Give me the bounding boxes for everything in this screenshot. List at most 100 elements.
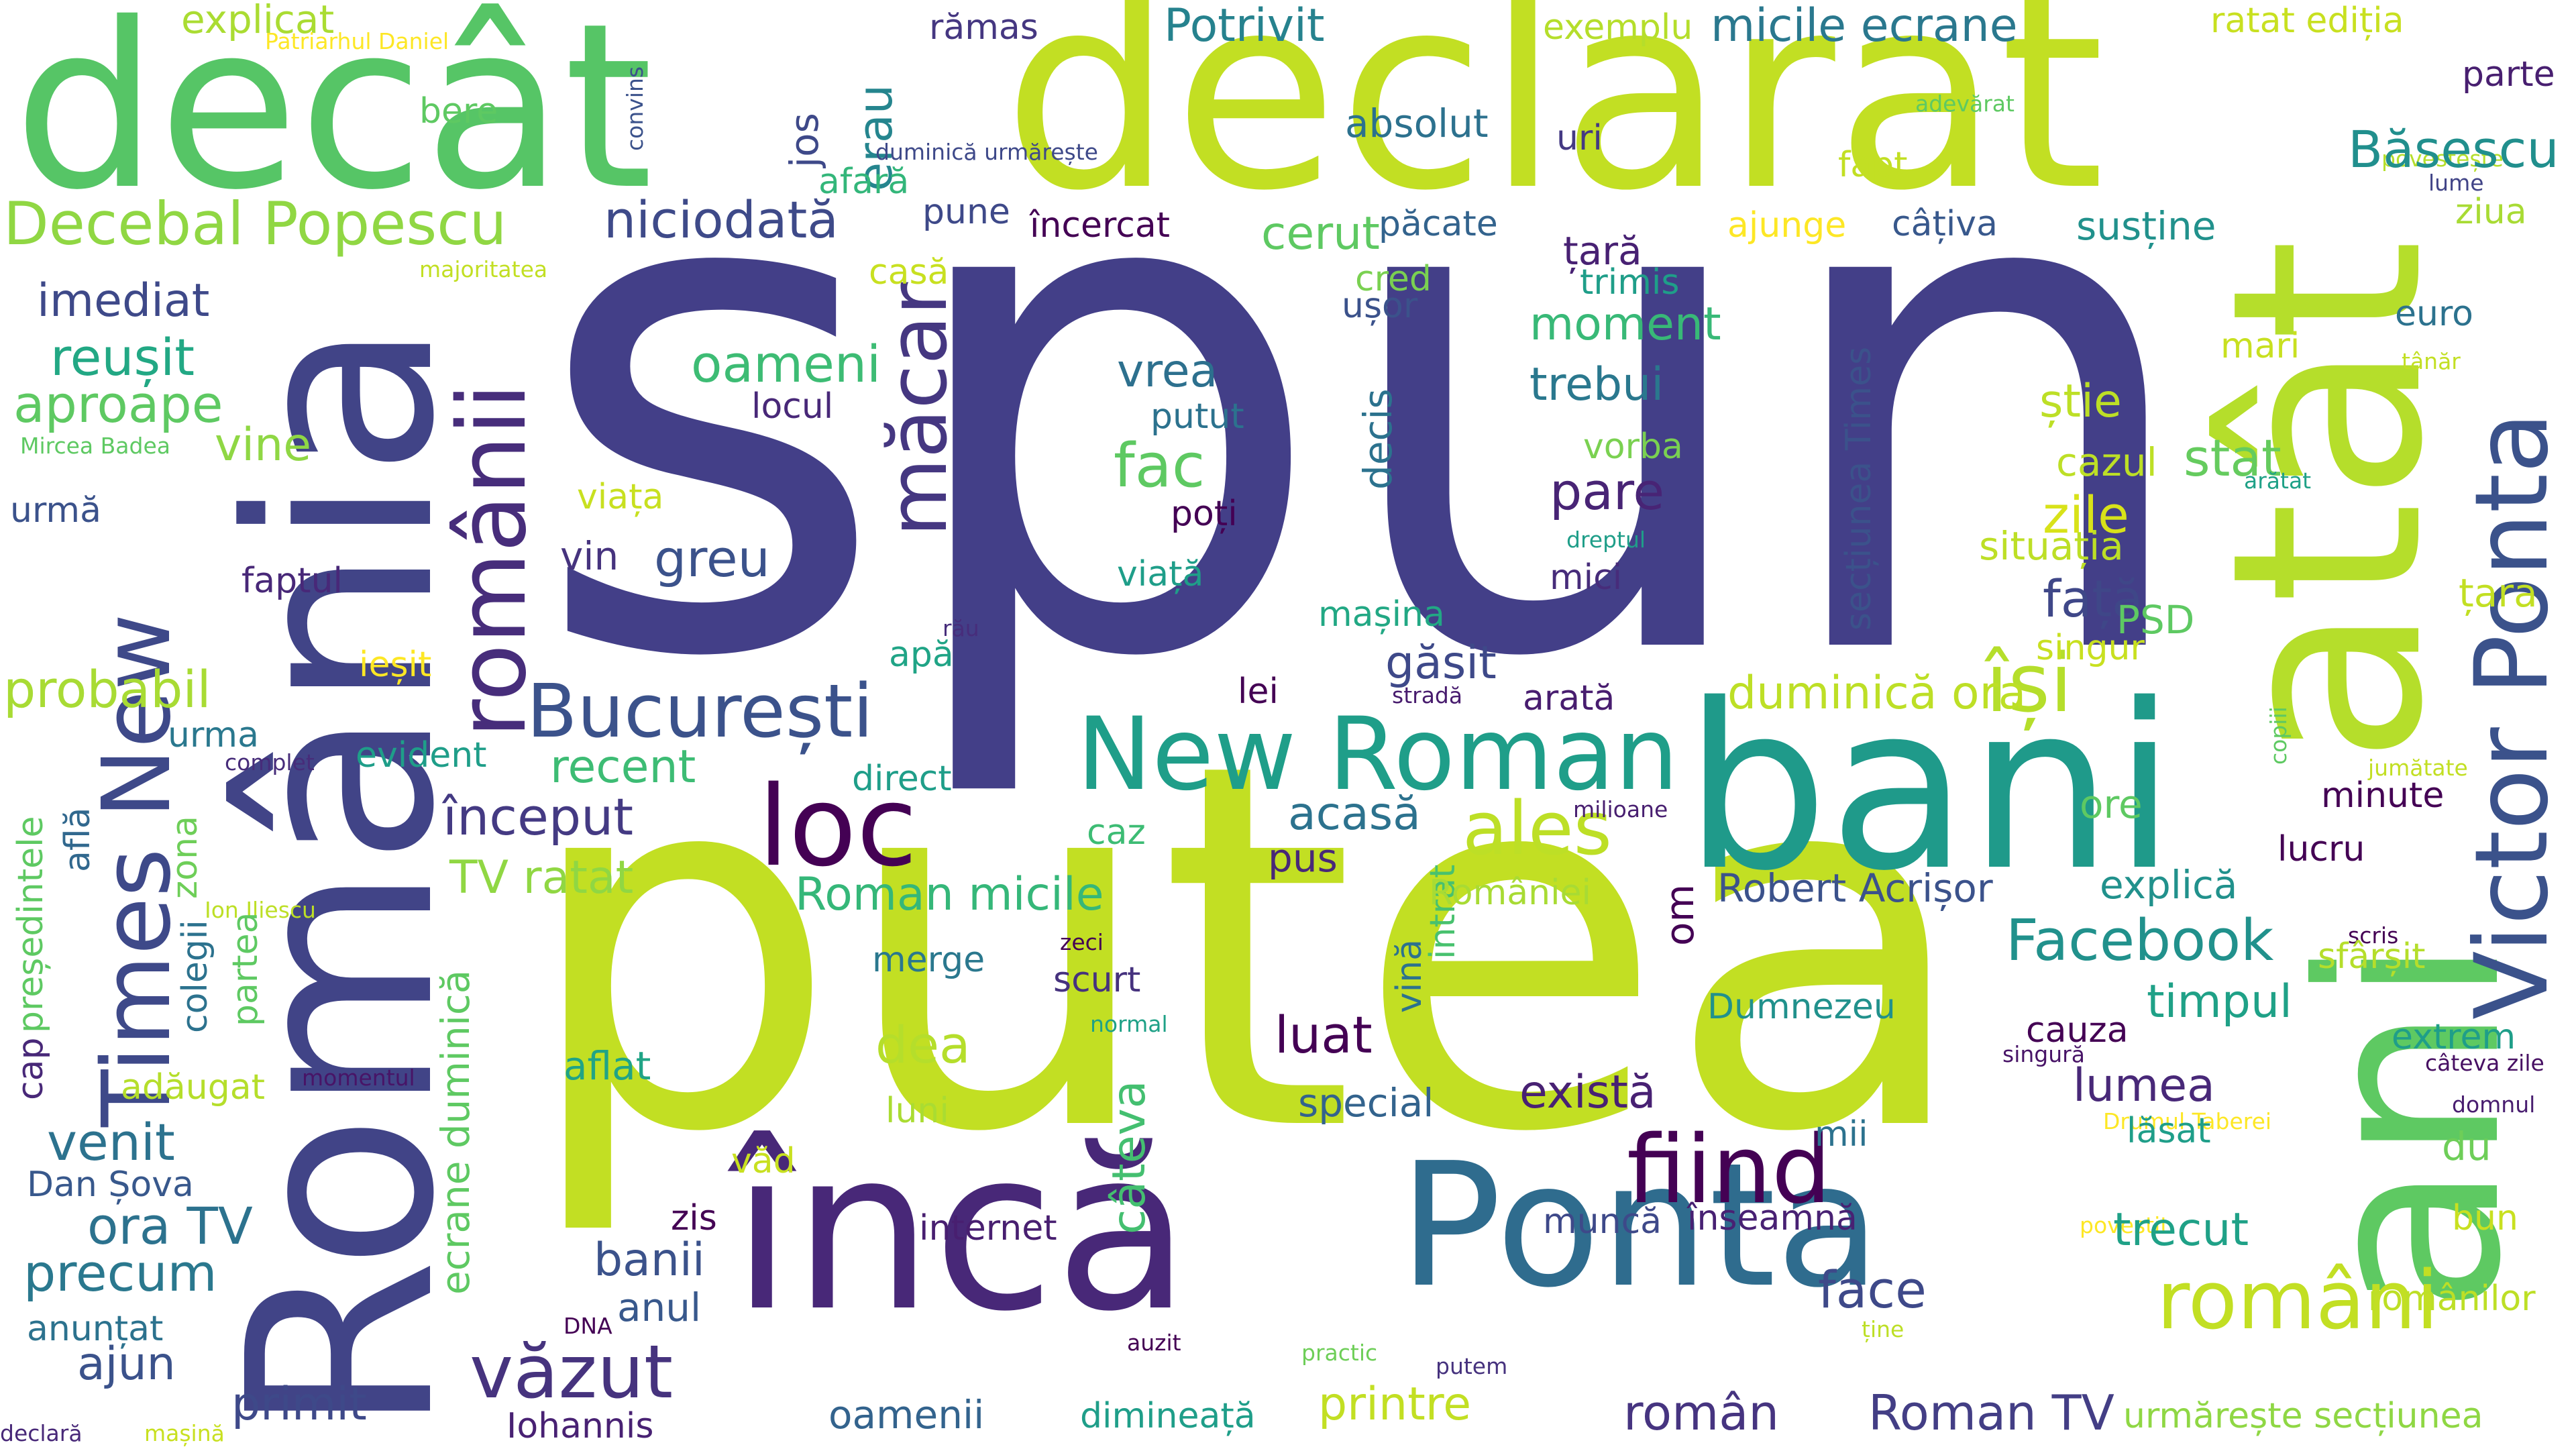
word: români <box>2157 1254 2438 1348</box>
word: normal <box>1090 1011 1168 1037</box>
word: ține <box>1862 1316 1904 1342</box>
word: niciodată <box>604 190 839 250</box>
word: exemplu <box>1543 7 1693 48</box>
word: există <box>1519 1066 1656 1119</box>
word: face <box>1818 1260 1927 1320</box>
word: pune <box>922 192 1010 232</box>
word: muncă <box>1543 1201 1662 1242</box>
word: pus <box>1268 835 1338 881</box>
word: președintele <box>11 816 51 1033</box>
word: susține <box>2076 203 2216 249</box>
word: parte <box>2462 54 2555 95</box>
word: banii <box>594 1234 705 1287</box>
word: recent <box>550 741 696 794</box>
word: pare <box>1550 462 1665 521</box>
word: scris <box>2348 922 2399 949</box>
word: bun <box>2452 1198 2518 1238</box>
word: vorba <box>1583 427 1683 467</box>
word: uri <box>1556 118 1603 158</box>
word: copiii <box>2265 706 2292 765</box>
word: Ion Iliescu <box>205 897 316 923</box>
word: afară <box>818 162 910 202</box>
word: jos <box>782 113 827 168</box>
word: țara <box>2459 570 2538 616</box>
word: dea <box>875 1015 971 1075</box>
word: povestește <box>2381 146 2504 172</box>
word: urmă <box>10 490 101 531</box>
word: vine <box>215 419 312 472</box>
word: ușor <box>1342 286 1418 326</box>
word: primit <box>231 1378 367 1431</box>
word: Decebal Popescu <box>3 189 507 258</box>
word: auzit <box>1127 1330 1181 1356</box>
word: dimineață <box>1080 1396 1256 1436</box>
word: internet <box>919 1208 1057 1248</box>
word: Potrivit <box>1164 0 1325 52</box>
word: ecrane duminică <box>433 969 478 1295</box>
word: Victor Ponta <box>2454 411 2571 1020</box>
word: timpul <box>2147 975 2292 1028</box>
word: adevărat <box>1915 91 2015 117</box>
word: aproape <box>13 374 223 434</box>
word: decât <box>13 0 653 240</box>
word: putut <box>1150 396 1244 437</box>
word: câteva zile <box>2425 1050 2544 1076</box>
word: micile ecrane <box>1711 0 2018 52</box>
word: român <box>1623 1385 1779 1441</box>
word: complet <box>225 749 315 775</box>
word: București <box>527 668 873 754</box>
word: evident <box>356 735 487 775</box>
word: lumea <box>2073 1059 2215 1112</box>
word: New Roman <box>1077 696 1679 813</box>
word: poți <box>1171 494 1238 534</box>
word: Băsescu <box>2348 119 2559 179</box>
word: știe <box>2039 375 2122 428</box>
word: singur <box>2036 628 2145 668</box>
word: Robert Acrișor <box>1717 865 1993 911</box>
word: încă <box>731 1102 1191 1360</box>
word: României <box>1429 873 1591 913</box>
word: românilor <box>2368 1279 2536 1319</box>
word: zis <box>671 1198 717 1238</box>
word: printre <box>1318 1378 1472 1431</box>
word: momentul <box>302 1065 415 1091</box>
word: Iohannis <box>506 1406 654 1446</box>
word: ziua <box>2455 192 2527 232</box>
word: mii <box>1815 1114 1868 1155</box>
word: spun <box>530 3 2205 808</box>
word: fapt <box>1838 145 1908 185</box>
word: ales <box>1462 786 1612 871</box>
word: ratat ediția <box>2210 1 2404 41</box>
word: Facebook <box>2006 908 2274 974</box>
word: Mircea Badea <box>20 433 170 459</box>
word: cerut <box>1261 207 1380 260</box>
word: special <box>1298 1080 1434 1126</box>
word: milioane <box>1573 796 1668 822</box>
word: reușit <box>50 327 195 387</box>
word: faptul <box>241 561 343 601</box>
word: luni <box>885 1091 949 1131</box>
word: putem <box>1436 1353 1508 1379</box>
word: explică <box>2100 862 2238 908</box>
word: față <box>2043 569 2143 629</box>
word: scurt <box>1053 960 1141 1000</box>
word: aflat <box>564 1043 651 1089</box>
word: Roman micile <box>795 868 1104 921</box>
word: stat <box>2184 428 2282 488</box>
word: își <box>1986 637 2073 731</box>
word: TV ratat <box>449 851 634 904</box>
word: fac <box>1114 431 1205 501</box>
word: țară <box>1563 228 1642 274</box>
word: locul <box>751 386 834 427</box>
word: găsit <box>1385 637 1497 690</box>
word: câțiva <box>1892 204 1998 244</box>
word: loc <box>758 762 918 891</box>
word: majoritatea <box>419 256 548 282</box>
word: păcate <box>1379 204 1498 244</box>
word: euro <box>2395 294 2473 334</box>
word: vin <box>560 533 619 579</box>
word: anunțat <box>27 1309 164 1349</box>
word: mașina <box>1318 594 1445 635</box>
word: măcar <box>872 282 965 537</box>
word: cred <box>1355 259 1432 299</box>
